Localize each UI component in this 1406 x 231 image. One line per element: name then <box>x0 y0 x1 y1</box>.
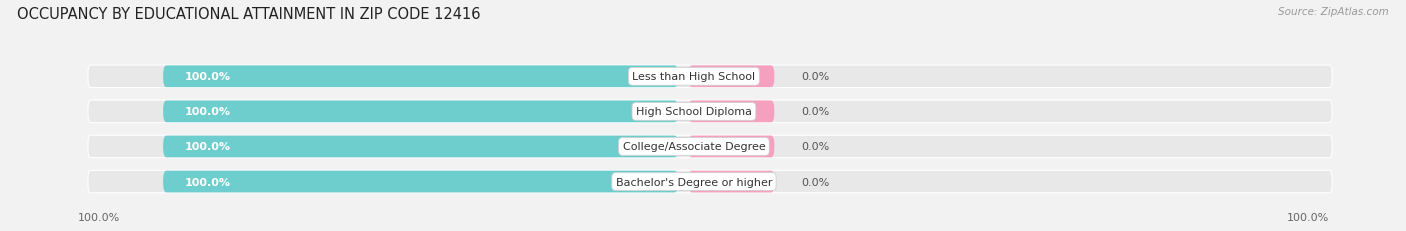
FancyBboxPatch shape <box>163 66 678 88</box>
FancyBboxPatch shape <box>163 101 678 123</box>
FancyBboxPatch shape <box>689 101 775 123</box>
Text: 0.0%: 0.0% <box>801 72 830 82</box>
Text: Source: ZipAtlas.com: Source: ZipAtlas.com <box>1278 7 1389 17</box>
Text: Less than High School: Less than High School <box>633 72 755 82</box>
Text: 100.0%: 100.0% <box>184 142 231 152</box>
FancyBboxPatch shape <box>89 170 1331 193</box>
Text: Bachelor's Degree or higher: Bachelor's Degree or higher <box>616 177 772 187</box>
FancyBboxPatch shape <box>89 136 1331 158</box>
FancyBboxPatch shape <box>163 136 678 158</box>
FancyBboxPatch shape <box>89 66 1331 88</box>
Text: 0.0%: 0.0% <box>801 142 830 152</box>
Text: OCCUPANCY BY EDUCATIONAL ATTAINMENT IN ZIP CODE 12416: OCCUPANCY BY EDUCATIONAL ATTAINMENT IN Z… <box>17 7 481 22</box>
Text: 0.0%: 0.0% <box>801 107 830 117</box>
FancyBboxPatch shape <box>89 101 1331 123</box>
Text: College/Associate Degree: College/Associate Degree <box>623 142 765 152</box>
FancyBboxPatch shape <box>689 136 775 158</box>
FancyBboxPatch shape <box>689 66 775 88</box>
FancyBboxPatch shape <box>163 171 678 193</box>
Text: High School Diploma: High School Diploma <box>636 107 752 117</box>
Text: 100.0%: 100.0% <box>184 177 231 187</box>
Text: 0.0%: 0.0% <box>801 177 830 187</box>
Text: 100.0%: 100.0% <box>77 212 120 222</box>
FancyBboxPatch shape <box>689 171 775 193</box>
Text: 100.0%: 100.0% <box>184 72 231 82</box>
Text: 100.0%: 100.0% <box>1286 212 1329 222</box>
Text: 100.0%: 100.0% <box>184 107 231 117</box>
